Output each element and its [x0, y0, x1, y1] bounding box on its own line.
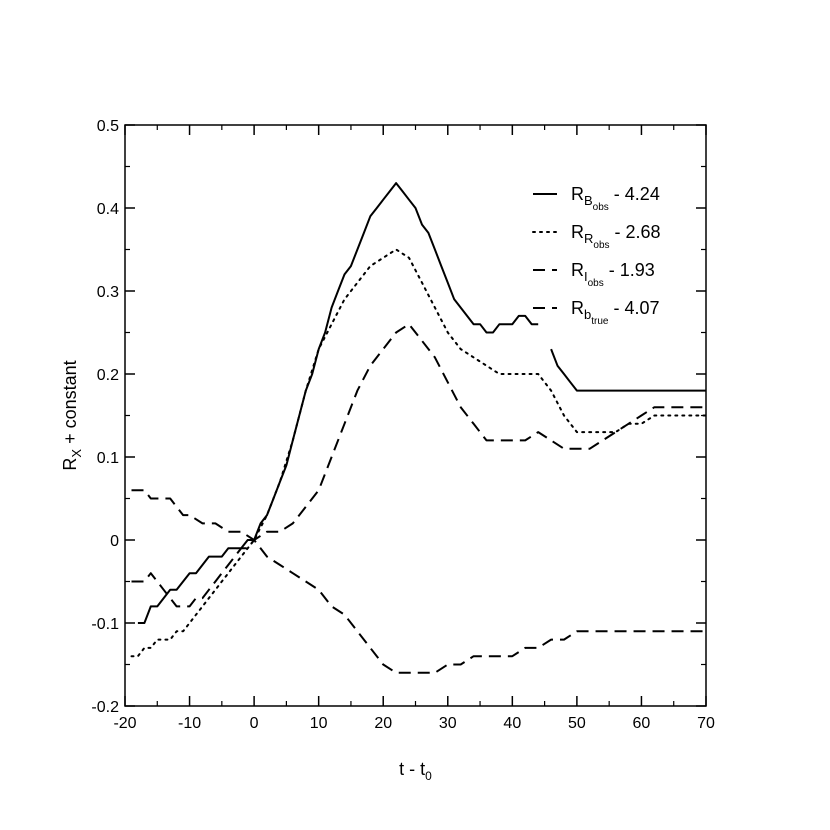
x-tick-label: -10	[178, 715, 201, 732]
x-tick-label: 30	[439, 715, 457, 732]
x-axis-title-main: t - t	[399, 759, 425, 779]
x-tick-label: 20	[374, 715, 392, 732]
series-line-1	[137, 182, 706, 624]
series-line-2	[130, 248, 707, 658]
x-tick-label: 60	[633, 715, 651, 732]
legend-label-2: RRobs - 2.68	[571, 222, 661, 251]
y-tick-label: 0.4	[97, 201, 119, 218]
y-axis-title-main: R	[60, 458, 80, 471]
legend: RBobs - 4.24 RRobs - 2.68 RIobs - 1.93 Rbtr…	[532, 184, 661, 327]
legend-label-1: RBobs - 4.24	[571, 184, 660, 213]
y-tick-label: -0.1	[91, 616, 119, 633]
y-tick-label: 0.1	[97, 450, 119, 467]
series-layer	[130, 182, 707, 674]
y-axis-title: RX + constant	[60, 360, 84, 470]
legend-label-3: RIobs - 1.93	[571, 260, 655, 289]
y-tick-label: 0.2	[97, 367, 119, 384]
x-tick-label: -20	[113, 715, 136, 732]
tick-label-layer: -20 -10 0 10 20 30 40 50 60 70 -0.2 -0.1 0 0.1 0.2 0.3 0…	[91, 118, 715, 732]
x-tick-label: 50	[568, 715, 586, 732]
x-tick-label: 70	[697, 715, 715, 732]
x-tick-label: 40	[503, 715, 521, 732]
tick-layer	[124, 124, 707, 707]
x-tick-label: 0	[250, 715, 259, 732]
x-tick-label: 10	[310, 715, 328, 732]
y-axis-title-rest: + constant	[60, 360, 80, 449]
x-axis-title-sub: 0	[425, 769, 432, 783]
y-tick-label: -0.2	[91, 699, 119, 716]
legend-label-4: Rbtrue - 4.07	[571, 298, 660, 327]
y-tick-label: 0.3	[97, 284, 119, 301]
x-axis-title: t - t0	[399, 759, 432, 783]
y-axis-title-sub: X	[69, 449, 84, 458]
series-line-4	[131, 489, 706, 674]
y-tick-label: 0.5	[97, 118, 119, 135]
y-tick-label: 0	[110, 533, 119, 550]
series-line-3	[131, 323, 706, 608]
